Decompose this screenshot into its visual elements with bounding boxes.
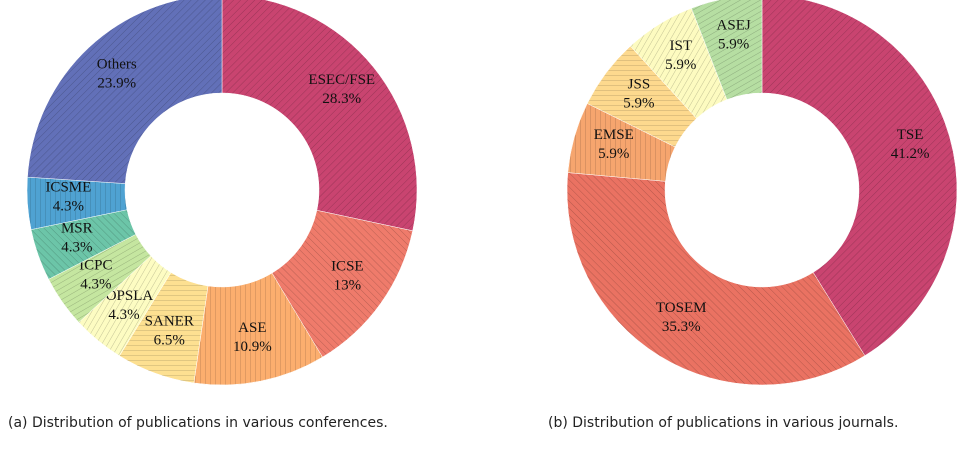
slice-value-label: 5.9% xyxy=(718,37,749,53)
slice-label: ICSME xyxy=(45,180,91,196)
slice-label: ASEJ xyxy=(717,18,751,34)
slice-value-label: 35.3% xyxy=(662,319,701,335)
slice-label: ICSE xyxy=(331,258,364,274)
slice-label: ICPC xyxy=(79,257,112,273)
slice-value-label: 10.9% xyxy=(233,339,272,355)
figure: ESEC/FSE28.3%ICSE13%ASE10.9%SANER6.5%OOP… xyxy=(26,0,958,386)
slice-value-label: 5.9% xyxy=(665,57,696,73)
slice-label: TOSEM xyxy=(656,300,707,316)
slice-value-label: 23.9% xyxy=(97,76,136,92)
slice-value-label: 41.2% xyxy=(891,146,930,162)
slice-label: EMSE xyxy=(594,127,634,143)
slice-label: ASE xyxy=(238,320,266,336)
slice-value-label: 6.5% xyxy=(154,333,185,349)
caption: (a) Distribution of publications in vari… xyxy=(8,415,388,431)
slice-value-label: 4.3% xyxy=(53,199,84,215)
slice-value-label: 5.9% xyxy=(598,146,629,162)
slice-label: ESEC/FSE xyxy=(308,72,375,88)
slice-value-label: 28.3% xyxy=(322,91,361,107)
slice-value-label: 4.3% xyxy=(80,276,111,292)
slice-label: MSR xyxy=(61,220,93,236)
slice-label: JSS xyxy=(628,76,651,92)
donut-slice xyxy=(27,0,223,184)
slice-value-label: 13% xyxy=(334,277,362,293)
caption: (b) Distribution of publications in vari… xyxy=(548,415,899,431)
slice-value-label: 4.3% xyxy=(108,307,139,323)
donut-slice xyxy=(761,0,958,357)
slice-value-label: 4.3% xyxy=(61,239,92,255)
slice-label: IST xyxy=(670,38,693,54)
slice-label: TSE xyxy=(897,127,924,143)
donut-slice xyxy=(691,0,763,100)
slice-value-label: 5.9% xyxy=(623,95,654,111)
donut-slice xyxy=(221,0,418,232)
donut-slice xyxy=(566,172,866,386)
slice-label: SANER xyxy=(145,314,194,330)
slice-label: Others xyxy=(97,57,137,73)
